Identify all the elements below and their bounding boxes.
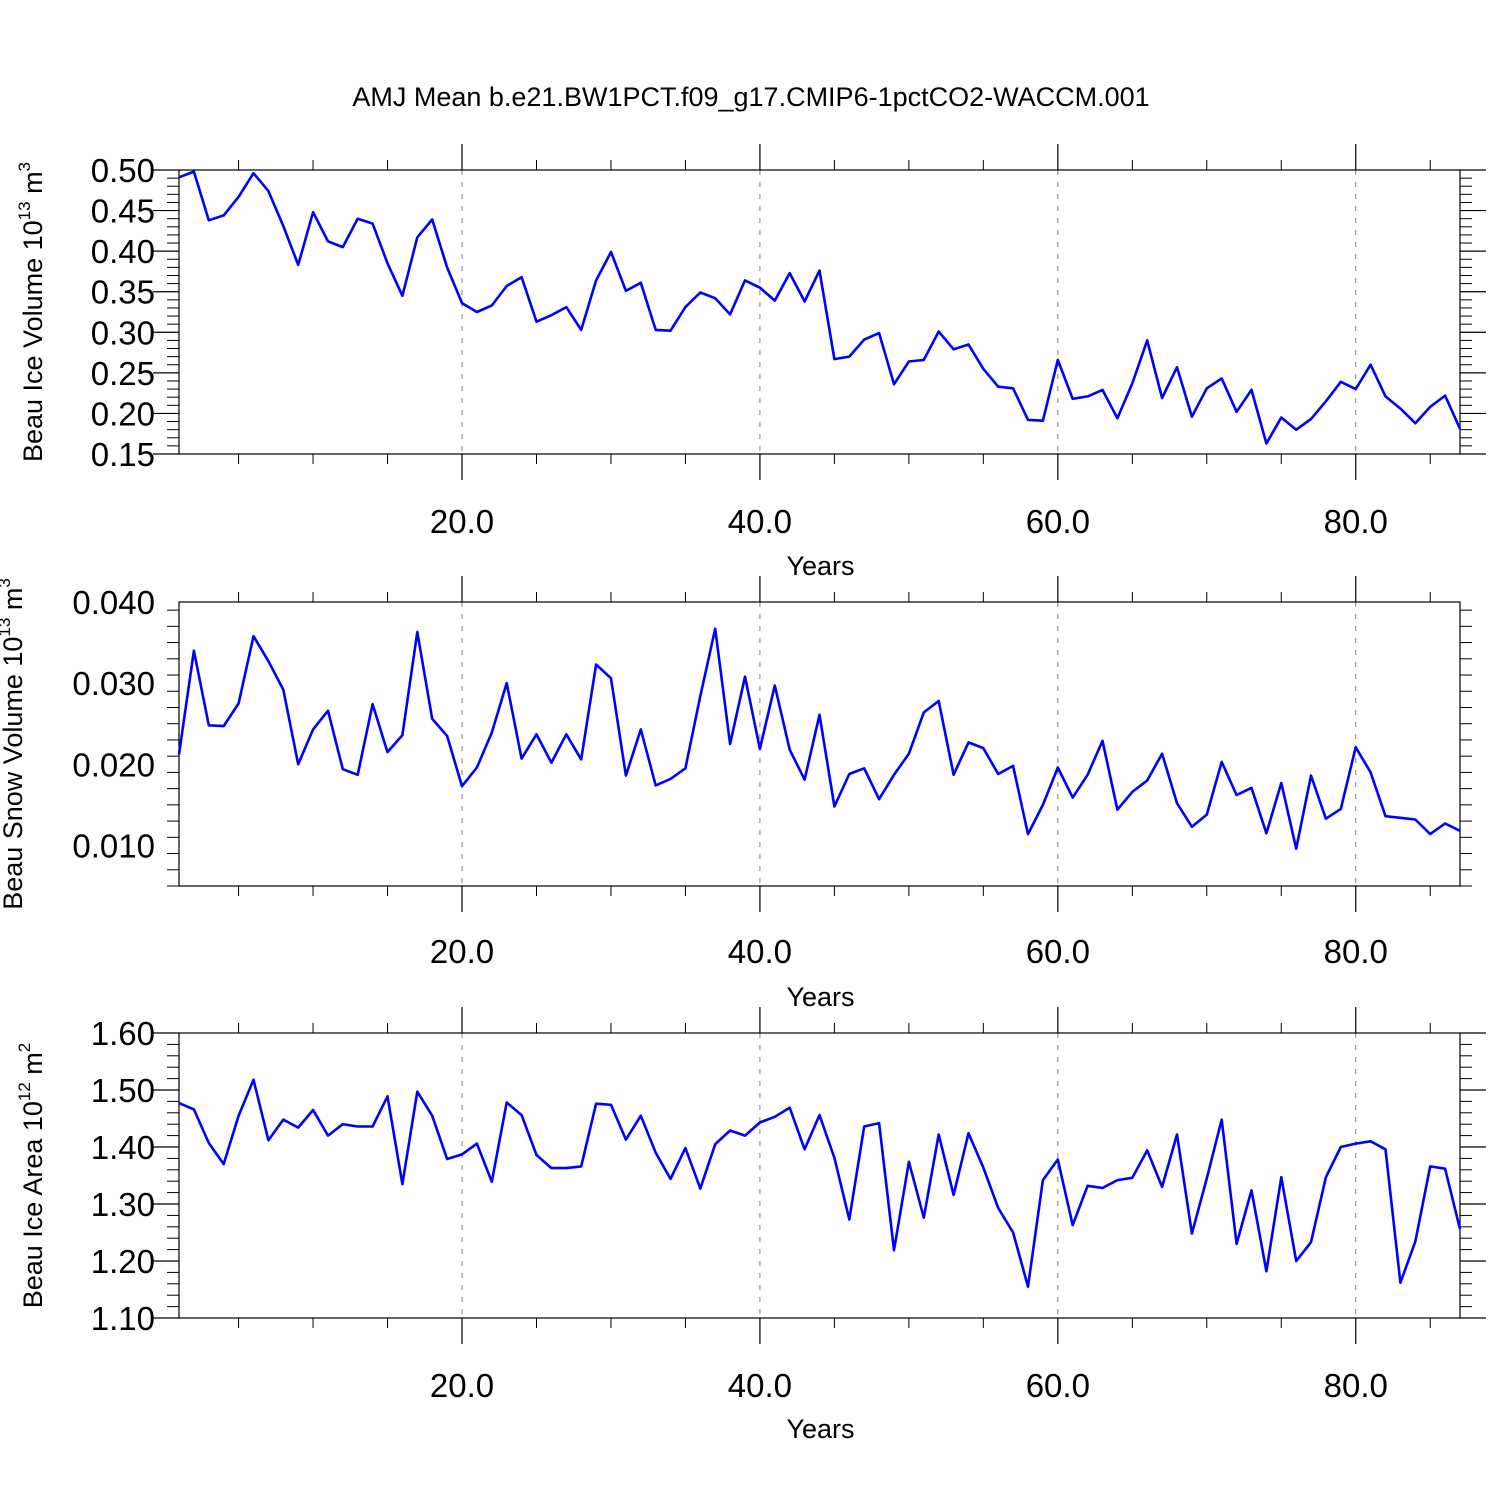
y-tick-label: 0.010 (72, 827, 155, 864)
y-axis-label: Beau Ice Volume 1013 m3 (15, 162, 48, 462)
x-tick-label: 60.0 (1026, 503, 1090, 540)
panels-group: 20.0 40.0 60.0 80.0 0.15 0.200.25 0.300.35 0.40… (0, 144, 1486, 1444)
plot-frame (178, 601, 1461, 887)
y-tick-label: 0.35 (91, 274, 155, 311)
y-tick-label: 0.40 (91, 233, 155, 270)
y-tick-label: 1.50 (91, 1072, 155, 1109)
y-tick-label: 1.60 (91, 1015, 155, 1052)
y-tick-label: 0.040 (72, 584, 155, 621)
series-line (177, 627, 1461, 851)
chart-title: AMJ Mean b.e21.BW1PCT.f09_g17.CMIP6-1pct… (352, 82, 1149, 112)
y-axis-label: Beau Ice Area 1012 m2 (15, 1043, 48, 1309)
y-axis-label: Beau Snow Volume 1013 m3 (0, 578, 28, 910)
x-tick-label: 80.0 (1324, 1367, 1388, 1404)
y-tick-label: 0.020 (72, 746, 155, 783)
y-tick-label: 0.45 (91, 193, 155, 230)
x-tick-label: 60.0 (1026, 933, 1090, 970)
y-tick-label: 1.10 (91, 1300, 155, 1337)
y-tick-label: 1.30 (91, 1186, 155, 1223)
y-tick-label: 0.50 (91, 152, 155, 189)
x-axis-label: Years (786, 982, 854, 1012)
x-tick-label: 20.0 (430, 503, 494, 540)
y-tick-label: 0.20 (91, 395, 155, 432)
x-tick-label: 20.0 (430, 933, 494, 970)
x-tick-label: 60.0 (1026, 1367, 1090, 1404)
panel-3: 20.0 40.0 60.0 80.0 1.10 1.20 1.30 1.40 1.50 1.60… (15, 1007, 1486, 1444)
plot-frame (178, 169, 1461, 455)
panel-1: 20.0 40.0 60.0 80.0 0.15 0.200.25 0.300.35 0.40… (15, 144, 1486, 581)
y-tick-label: 0.15 (91, 436, 155, 473)
series-line (178, 1078, 1462, 1288)
x-axis-label: Years (786, 1414, 854, 1444)
x-tick-label: 40.0 (728, 1367, 792, 1404)
x-tick-label: 40.0 (728, 503, 792, 540)
x-tick-label: 80.0 (1324, 503, 1388, 540)
y-tick-label: 0.25 (91, 355, 155, 392)
y-tick-label: 1.40 (91, 1129, 155, 1166)
y-tick-label: 0.30 (91, 314, 155, 351)
y-tick-label: 0.030 (72, 665, 155, 702)
panel-2: 20.0 40.0 60.0 80.0 0.010 0.020 0.030 0.040 Year… (0, 576, 1472, 1012)
series-line (178, 170, 1462, 445)
plot-frame (178, 1032, 1461, 1319)
y-tick-label: 1.20 (91, 1243, 155, 1280)
x-tick-label: 20.0 (430, 1367, 494, 1404)
x-tick-label: 40.0 (728, 933, 792, 970)
x-tick-label: 80.0 (1324, 933, 1388, 970)
x-axis-label: Years (786, 551, 854, 581)
